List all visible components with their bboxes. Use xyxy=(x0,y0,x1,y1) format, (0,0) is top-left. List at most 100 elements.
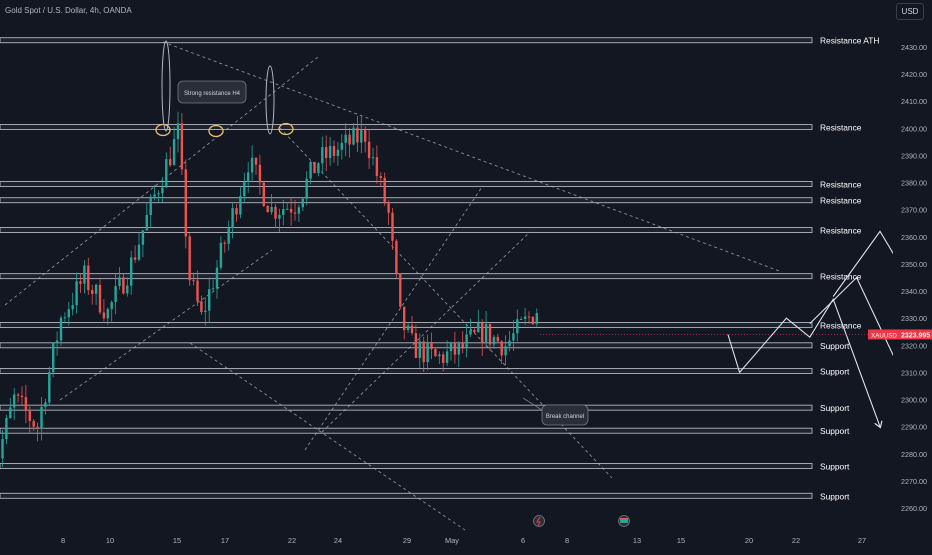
candle-body xyxy=(258,164,262,183)
candle-body xyxy=(83,265,86,284)
candle-body xyxy=(243,181,246,197)
candle-body xyxy=(235,208,238,215)
currency-button[interactable]: USD xyxy=(896,3,924,20)
candle-body xyxy=(317,163,320,174)
candle-body xyxy=(63,317,67,319)
trend-line xyxy=(162,41,783,273)
candle-body xyxy=(367,141,371,159)
candle-body xyxy=(508,340,511,347)
time-tick-label: 27 xyxy=(858,536,866,545)
candle-body xyxy=(406,325,410,331)
time-tick-label: 22 xyxy=(288,536,296,545)
wick-highlight xyxy=(161,40,171,132)
candle-body xyxy=(122,277,125,294)
price-tick-label: 2340.00 xyxy=(901,287,927,296)
time-tick-label: 15 xyxy=(173,536,181,545)
candle-body xyxy=(13,394,16,408)
level-band xyxy=(0,273,813,280)
candle-body xyxy=(98,284,102,313)
candle-body xyxy=(188,236,191,281)
candle-body xyxy=(527,316,531,318)
candle-body xyxy=(219,242,223,268)
candle-body xyxy=(403,306,406,331)
event-flash-icon xyxy=(533,515,545,527)
price-tick-label: 2320.00 xyxy=(901,341,927,350)
price-tick-label: 2390.00 xyxy=(901,151,927,160)
candle-body xyxy=(118,277,121,287)
candle-body xyxy=(130,257,133,286)
candle-body xyxy=(418,341,421,358)
candle-body xyxy=(262,182,265,206)
candle-body xyxy=(293,212,297,214)
level-band xyxy=(0,342,813,349)
symbol-tag-label: XAUUSD xyxy=(871,332,897,339)
trend-line xyxy=(279,127,613,479)
candle-body xyxy=(215,267,219,289)
price-tick-label: 2360.00 xyxy=(901,233,927,242)
flag-stripe xyxy=(620,518,628,520)
candle-body xyxy=(387,203,390,213)
symbol-title: Gold Spot / U.S. Dollar, 4h, OANDA xyxy=(5,6,132,15)
candle-body xyxy=(484,323,488,344)
candle-body xyxy=(477,322,480,333)
candle-body xyxy=(371,157,375,159)
candle-body xyxy=(200,301,203,313)
candle-body xyxy=(340,142,343,150)
candle-body xyxy=(133,257,137,260)
candle-body xyxy=(426,341,429,363)
candle-body xyxy=(141,230,145,245)
candle-body xyxy=(535,313,538,324)
candle-body xyxy=(254,157,258,165)
candle-body xyxy=(153,194,156,197)
callout-box xyxy=(177,80,247,104)
time-tick-label: 22 xyxy=(792,536,800,545)
candle-body xyxy=(278,214,281,219)
candle-body xyxy=(161,187,164,194)
candle-body xyxy=(1,439,4,459)
candle-body xyxy=(176,123,180,140)
time-tick-label: 29 xyxy=(403,536,411,545)
level-label: Resistance xyxy=(820,272,862,282)
symbol-tag xyxy=(868,329,900,340)
price-tick-label: 2280.00 xyxy=(901,450,927,459)
time-tick-label: 6 xyxy=(521,536,525,545)
level-band xyxy=(0,197,813,204)
level-label: Support xyxy=(820,461,850,471)
candle-body xyxy=(137,244,141,260)
candle-body xyxy=(106,309,109,319)
candle-body xyxy=(204,310,207,313)
candle-body xyxy=(231,208,234,229)
candle-body xyxy=(40,407,43,429)
candle-body xyxy=(286,208,289,210)
time-tick-label: 17 xyxy=(221,536,229,545)
callout-box xyxy=(541,404,589,426)
last-price-tag xyxy=(899,329,932,340)
level-label: Resistance xyxy=(820,226,862,236)
price-tick-label: 2430.00 xyxy=(901,43,927,52)
candle-body xyxy=(87,265,90,291)
candle-body xyxy=(348,134,351,145)
candle-body xyxy=(512,333,515,341)
candle-body xyxy=(488,323,492,345)
strong-resistance-label: Strong resistance H4 xyxy=(184,91,241,97)
candle-body xyxy=(126,285,129,294)
candle-body xyxy=(445,351,449,363)
time-tick-label: 20 xyxy=(745,536,753,545)
candle-body xyxy=(453,342,457,355)
candle-body xyxy=(457,342,460,355)
candle-body xyxy=(395,240,398,274)
candle-body xyxy=(266,205,269,213)
level-band xyxy=(0,427,813,434)
break-channel-label: Break channel xyxy=(546,414,584,420)
candle-body xyxy=(172,139,176,166)
level-label: Support xyxy=(820,367,850,377)
candle-body xyxy=(250,157,254,173)
trend-line xyxy=(189,342,466,531)
candle-body xyxy=(422,341,425,363)
candle-body xyxy=(313,161,316,174)
candle-body xyxy=(375,157,379,176)
candle-body xyxy=(110,302,113,310)
candle-body xyxy=(44,402,47,408)
